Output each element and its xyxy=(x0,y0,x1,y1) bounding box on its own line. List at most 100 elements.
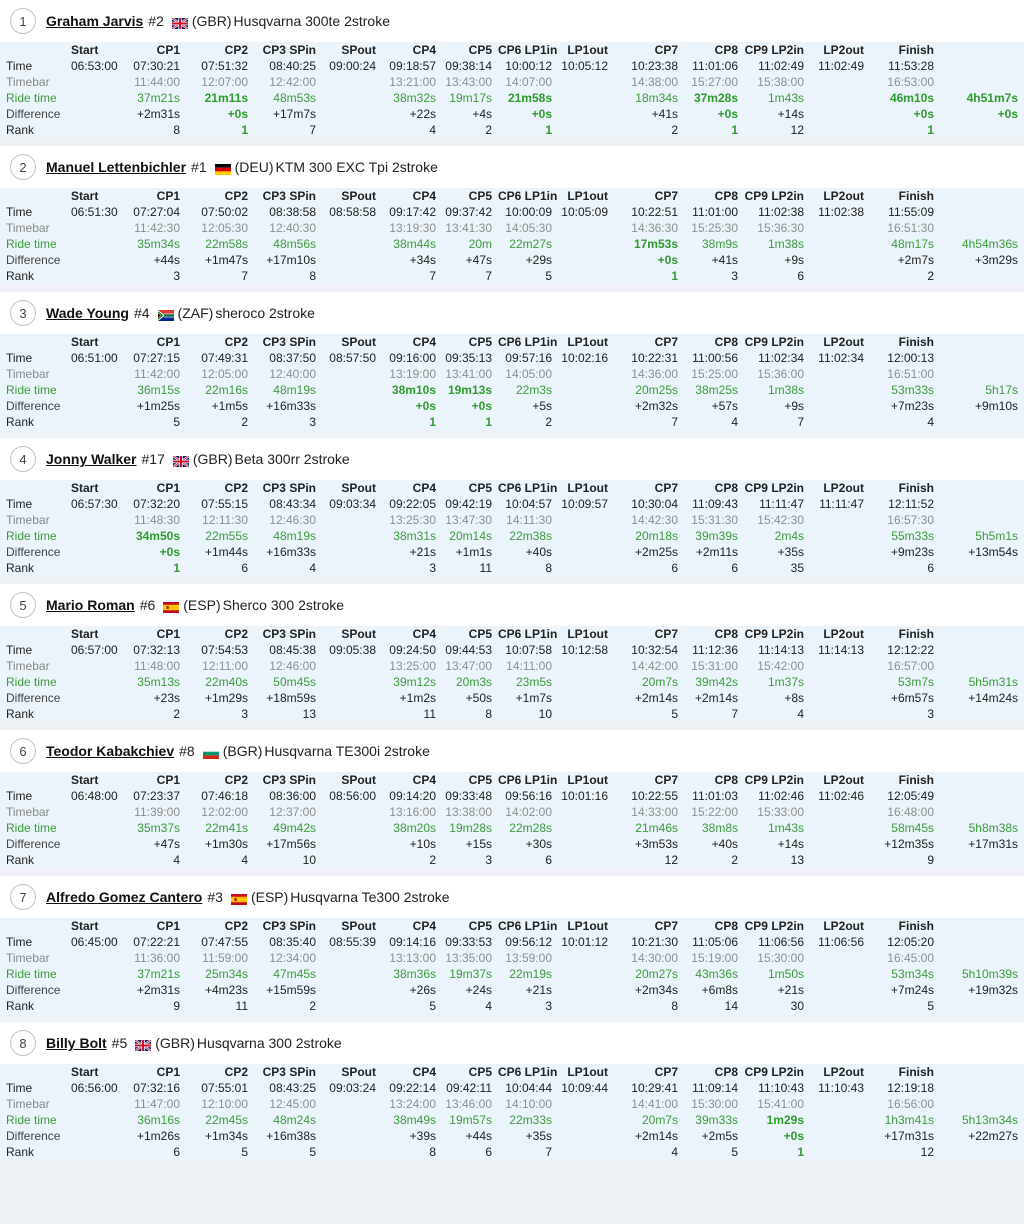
split-cell: +6m8s xyxy=(701,983,738,997)
split-cell: 35 xyxy=(790,561,804,575)
row-label: Timebar xyxy=(6,1097,50,1111)
rider-name-link[interactable]: Mario Roman xyxy=(46,597,135,613)
split-cell: 48m19s xyxy=(273,383,316,397)
split-cell: 48m19s xyxy=(273,529,316,543)
country-code: (DEU) xyxy=(234,159,274,175)
split-cell: 2 xyxy=(927,269,934,283)
column-header: CP5 xyxy=(468,627,492,641)
splits-table: Start CP1 CP2 CP3 SPin SPout CP4 CP5 CP6 LP1in L… xyxy=(0,334,1024,430)
split-cell: 09:17:42 xyxy=(389,205,436,219)
splits-table: Start CP1 CP2 CP3 SPin SPout CP4 CP5 CP6 LP1in L… xyxy=(0,772,1024,868)
column-header: CP7 xyxy=(654,481,678,495)
time-row: Time 06:51:00 07:27:15 07:49:31 08:37:50 08:5… xyxy=(0,350,1024,366)
column-header: LP2out xyxy=(823,773,864,787)
split-cell: 11:55:09 xyxy=(888,205,934,219)
split-cell: 30 xyxy=(790,999,804,1013)
rider-name-link[interactable]: Jonny Walker xyxy=(46,451,137,467)
total-cell xyxy=(940,74,1024,90)
header-row: Start CP1 CP2 CP3 SPin SPout CP4 CP5 CP6 LP1in L… xyxy=(0,42,1024,58)
split-cell: 20m7s xyxy=(641,1113,678,1127)
rider-name-link[interactable]: Alfredo Gomez Cantero xyxy=(46,889,203,905)
split-cell xyxy=(65,998,130,1014)
total-cell xyxy=(940,804,1024,820)
split-cell: 48m17s xyxy=(891,237,934,251)
time-row: Time 06:56:00 07:32:16 07:55:01 08:43:25 09:0… xyxy=(0,1080,1024,1096)
rider-name-link[interactable]: Teodor Kabakchiev xyxy=(46,743,175,759)
header-row: Start CP1 CP2 CP3 SPin SPout CP4 CP5 CP6 LP1in L… xyxy=(0,334,1024,350)
column-header: LP1out xyxy=(567,919,608,933)
split-cell: +26s xyxy=(409,983,436,997)
rider-name-link[interactable]: Billy Bolt xyxy=(46,1035,107,1051)
split-cell: 09:56:12 xyxy=(505,935,552,949)
es-flag-icon xyxy=(230,892,247,905)
split-cell: 20m14s xyxy=(449,529,492,543)
split-cell xyxy=(558,560,614,576)
split-cell: 5 xyxy=(545,269,552,283)
split-cell: 10:04:44 xyxy=(505,1081,552,1095)
split-cell: +41s xyxy=(651,107,678,121)
header-spacer xyxy=(0,918,65,934)
difference-row: Difference +1m25s +1m5s +16m33s +0s +0s +5s +2m… xyxy=(0,398,1024,414)
split-cell xyxy=(65,820,130,836)
split-cell: 14:11:30 xyxy=(506,513,552,527)
split-cell: 06:51:30 xyxy=(71,205,118,219)
split-cell: +1m29s xyxy=(204,691,248,705)
bg-flag-icon xyxy=(202,746,219,759)
split-cell: 12:00:13 xyxy=(887,351,934,365)
column-header: CP1 xyxy=(156,481,180,495)
split-cell xyxy=(558,1096,614,1112)
split-cell: +2m31s xyxy=(136,983,180,997)
rider-name-link[interactable]: Manuel Lettenbichler xyxy=(46,159,187,175)
column-header: SPout xyxy=(341,1065,376,1079)
split-cell: 20m25s xyxy=(635,383,678,397)
split-cell xyxy=(810,74,870,90)
rider-header: 4 Jonny Walker #17 (GBR) Beta 300rr 2stroke xyxy=(0,438,1024,480)
header-spacer xyxy=(0,42,65,58)
split-cell: 15:27:00 xyxy=(691,75,738,89)
column-header: Start xyxy=(71,773,99,787)
split-cell xyxy=(65,966,130,982)
split-cell: 07:32:16 xyxy=(133,1081,180,1095)
split-cell: 13:25:30 xyxy=(389,513,436,527)
column-header: CP9 LP2in xyxy=(744,919,804,933)
rider-name-link[interactable]: Graham Jarvis xyxy=(46,13,144,29)
split-cell xyxy=(65,852,130,868)
split-cell: 38m44s xyxy=(393,237,436,251)
column-header: SPout xyxy=(341,773,376,787)
split-cell: 13:41:00 xyxy=(445,367,492,381)
split-cell: 11:02:49 xyxy=(758,59,804,73)
split-cell: 11:01:00 xyxy=(692,205,738,219)
column-header: CP6 LP1in xyxy=(498,481,558,495)
split-cell xyxy=(558,398,614,414)
column-header: CP9 LP2in xyxy=(744,481,804,495)
split-cell: 11:48:30 xyxy=(134,513,180,527)
column-header: CP7 xyxy=(654,1065,678,1079)
total-header xyxy=(940,188,1024,204)
split-cell xyxy=(558,950,614,966)
split-cell: 43m36s xyxy=(695,967,738,981)
split-cell: 5 xyxy=(731,1145,738,1159)
split-cell xyxy=(558,220,614,236)
split-cell: 11 xyxy=(235,999,248,1013)
rider-name-link[interactable]: Wade Young xyxy=(46,305,129,321)
gb-flag-icon xyxy=(134,1038,152,1052)
split-cell xyxy=(810,544,870,560)
split-cell: 08:58:58 xyxy=(329,205,376,219)
split-cell: 25m34s xyxy=(205,967,248,981)
column-header: CP1 xyxy=(156,1065,180,1079)
split-cell: 12:34:00 xyxy=(269,951,316,965)
timebar-row: Timebar 11:42:00 12:05:00 12:40:00 13:19:00 1… xyxy=(0,366,1024,382)
split-cell: 06:51:00 xyxy=(71,351,118,365)
split-cell: 19m28s xyxy=(449,821,492,835)
split-cell: 11:06:56 xyxy=(818,935,864,949)
header-spacer xyxy=(0,334,65,350)
header-row: Start CP1 CP2 CP3 SPin SPout CP4 CP5 CP6 LP1in L… xyxy=(0,1064,1024,1080)
split-cell: 4 xyxy=(731,415,738,429)
split-cell xyxy=(558,268,614,284)
split-cell: 2 xyxy=(731,853,738,867)
split-cell: 14:36:00 xyxy=(631,367,678,381)
split-cell: +34s xyxy=(409,253,436,267)
split-cell: 1 xyxy=(545,123,552,137)
split-cell: 18m34s xyxy=(635,91,678,105)
split-cell: 35m34s xyxy=(137,237,180,251)
